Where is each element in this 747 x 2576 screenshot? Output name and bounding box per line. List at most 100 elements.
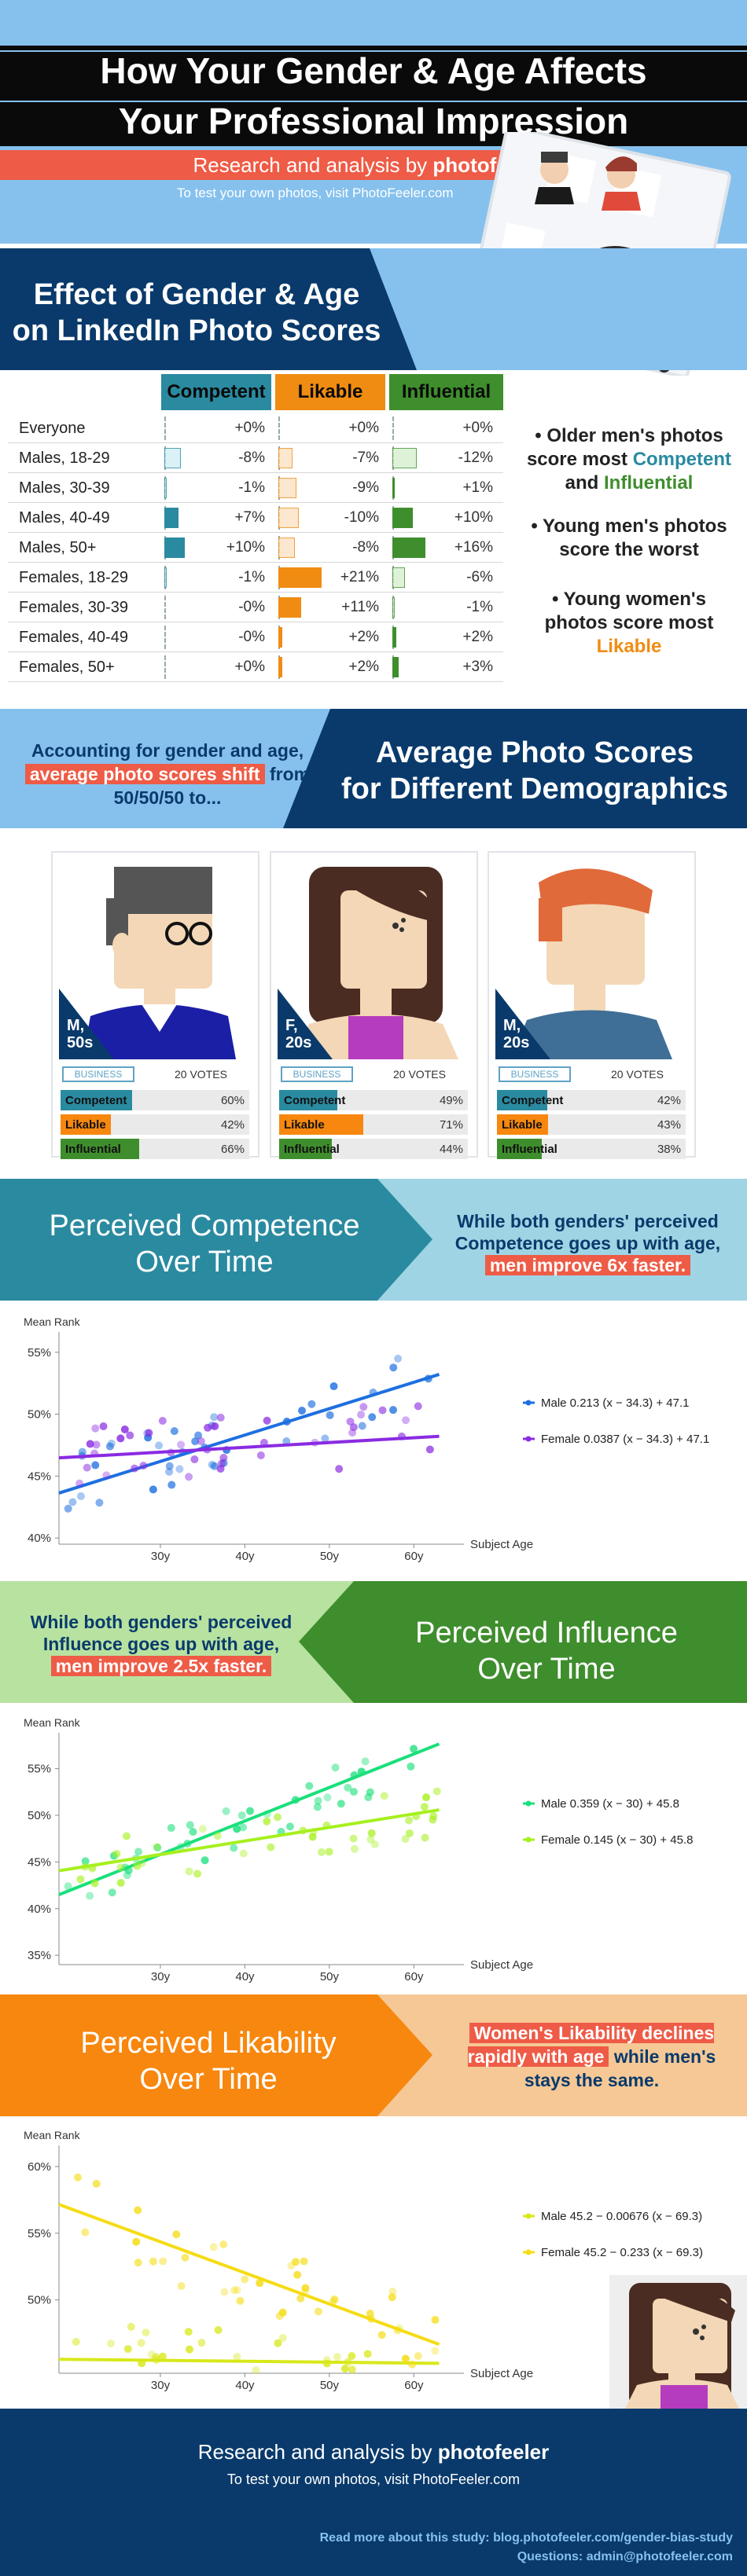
scatter-point (127, 2322, 135, 2331)
score-name: Influential (502, 1143, 557, 1156)
scatter-point (238, 1823, 247, 1832)
value-bar (392, 478, 395, 498)
bullet-young-men: • Young men's photos score the worst (531, 516, 727, 560)
value-bar (278, 508, 299, 528)
fit-line (58, 1434, 440, 1460)
footer-test-note[interactable]: To test your own photos, visit PhotoFeel… (226, 2471, 521, 2487)
scatter-point (314, 2307, 322, 2316)
scatter-point (134, 2206, 142, 2215)
scatter-point (349, 1834, 358, 1843)
cell-value: +10% (454, 509, 493, 526)
scatter-point (126, 1431, 134, 1440)
scatter-point (208, 1460, 216, 1469)
section5-title-shape (0, 1994, 432, 2116)
section4-highlight: men improve 2.5x faster. (50, 1656, 272, 1676)
table-cell-likable: -10% (275, 503, 385, 533)
scatter-point (91, 1424, 100, 1433)
scatter-point (388, 2293, 396, 2302)
read-more-link[interactable]: Read more about this study: blog.photofe… (319, 2531, 733, 2545)
score-percent: 71% (439, 1118, 463, 1132)
score-name: Competent (65, 1094, 127, 1107)
score-percent: 42% (220, 1118, 245, 1132)
x-axis-label: Subject Age (470, 1958, 533, 1972)
scatter-point (313, 1803, 322, 1811)
legend-entry: Female 0.0387 (x − 34.3) + 47.1 (541, 1433, 709, 1446)
scatter-point (64, 1882, 72, 1891)
score-percent: 38% (657, 1143, 681, 1156)
table-cell-competent: -0% (161, 622, 271, 652)
category-badge: BUSINESS (281, 1066, 353, 1082)
cell-value: -8% (238, 450, 265, 466)
scatter-point (425, 1445, 434, 1454)
scatter-point (246, 1807, 255, 1815)
scatter-point (134, 1848, 143, 1856)
scatter-point (410, 1745, 418, 1753)
table-cell-competent: -8% (161, 443, 271, 473)
col-header-likable: Likable (275, 374, 385, 410)
scatter-point (307, 1400, 316, 1408)
scatter-point (75, 1479, 84, 1488)
section3-caption: While both genders' perceived Competence… (454, 1211, 721, 1275)
scatter-point (177, 2282, 186, 2291)
zero-axis (164, 596, 166, 619)
score-fill (279, 1139, 332, 1159)
scatter-point (197, 1437, 205, 1446)
scatter-point (193, 1870, 202, 1878)
footer-credit: Research and analysis by photofeeler (197, 2440, 550, 2464)
scatter-point (274, 2339, 282, 2347)
scatter-point (298, 1407, 307, 1415)
scatter-point (314, 1796, 322, 1805)
scatter-point (340, 2365, 349, 2373)
scatter-point (252, 2365, 260, 2374)
score-percent: 42% (657, 1094, 681, 1107)
scatter-point (389, 1406, 398, 1415)
score-row: Competent 42% (497, 1090, 686, 1110)
test-note[interactable]: To test your own photos, visit PhotoFeel… (177, 185, 454, 200)
section2-intro: Accounting for gender and age, average p… (14, 739, 321, 809)
scatter-point (256, 2279, 264, 2288)
scatter-point (153, 1843, 161, 1851)
legend-marker (525, 1837, 532, 1843)
scatter-point (142, 2328, 150, 2337)
y-axis-label: Mean Rank (24, 2129, 81, 2141)
scatter-point (431, 2316, 440, 2325)
zero-axis (164, 416, 166, 440)
scatter-point (116, 1863, 125, 1872)
scatter-point (181, 2253, 190, 2262)
title-line-2: Your Professional Impression (0, 96, 747, 146)
score-row: Influential 66% (61, 1139, 249, 1159)
value-bar (392, 657, 399, 677)
score-row: Likable 42% (61, 1114, 249, 1135)
scatter-point (106, 2339, 115, 2348)
scatter-point (361, 1757, 370, 1766)
scatter-point (296, 2294, 305, 2303)
questions-email[interactable]: Questions: admin@photofeeler.com (517, 2550, 733, 2563)
scatter-point (209, 2243, 218, 2251)
fit-line (58, 1373, 440, 1495)
section4-title-shape (299, 1581, 747, 1703)
score-percent: 66% (220, 1143, 245, 1156)
scatter-point (363, 2350, 372, 2358)
scatter-point (186, 2345, 194, 2354)
legend-entry: Male 45.2 − 0.00676 (x − 69.3) (541, 2210, 702, 2223)
scatter-point (204, 1423, 212, 1432)
chart-likability: Mean Rank Subject Age 30y 40y 50y 60y 50% 55% 60… (24, 2129, 703, 2392)
scatter-point (405, 1816, 414, 1825)
cell-value: +16% (454, 539, 493, 556)
scatter-point (99, 1422, 108, 1430)
votes-count: 20 VOTES (611, 1068, 664, 1081)
scatter-point (189, 1828, 197, 1837)
scatter-point (83, 1463, 91, 1472)
y-tick-label: 35% (28, 1949, 51, 1962)
table-cell-competent: -0% (161, 593, 271, 622)
value-bar (278, 567, 322, 588)
score-name: Influential (284, 1143, 340, 1156)
cell-value: +2% (348, 659, 379, 675)
scatter-point (263, 1817, 271, 1826)
scatter-point (233, 1825, 241, 1833)
scatter-point (278, 2333, 287, 2342)
scatter-point (64, 1504, 72, 1513)
scatter-point (329, 1382, 338, 1391)
scatter-point (201, 1856, 209, 1865)
y-tick-label: 40% (28, 1532, 51, 1545)
